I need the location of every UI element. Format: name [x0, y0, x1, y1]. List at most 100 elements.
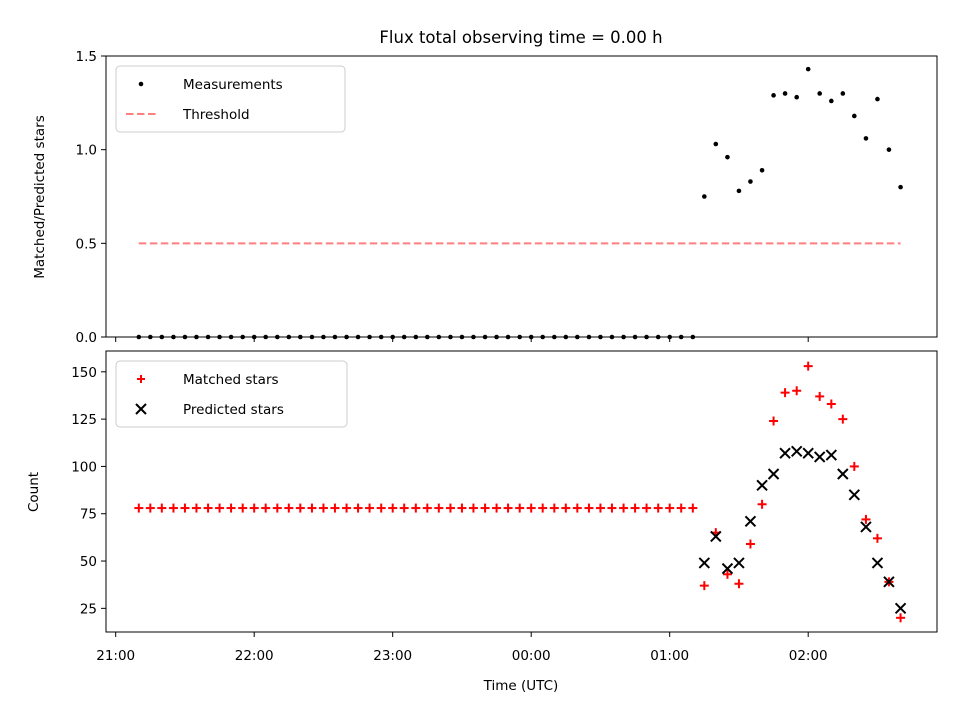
predicted-star-point — [837, 468, 849, 480]
count-panel: 25 50 75 100 125 150 21:00 22:00 23:00 00:00 01:0… — [26, 350, 938, 694]
matched-star-point — [792, 386, 802, 396]
measurement-point — [840, 91, 846, 96]
count-x-ticks: 21:00 22:00 23:00 00:00 01:00 02:00 — [96, 632, 828, 664]
matched-star-point — [549, 503, 559, 513]
y-tick-label: 100 — [71, 459, 97, 475]
matched-star-point — [572, 503, 582, 513]
matched-star-point — [457, 503, 467, 513]
measurement-point — [782, 91, 788, 96]
matched-star-point — [872, 533, 882, 543]
matched-star-point — [815, 391, 825, 401]
matched-star-point — [215, 503, 225, 513]
matched-star-point — [838, 414, 848, 424]
matched-star-point — [445, 503, 455, 513]
count-y-axis-label: Count — [26, 472, 42, 512]
measurement-point — [725, 154, 730, 160]
x-tick-label: 01:00 — [650, 648, 689, 664]
matched-star-point — [376, 503, 386, 513]
predicted-star-point — [698, 557, 711, 569]
measurement-point — [748, 179, 753, 184]
y-tick-label: 150 — [71, 365, 97, 381]
x-tick-label: 23:00 — [373, 648, 412, 664]
matched-star-point — [353, 503, 363, 513]
count-legend: Matched stars Predicted stars — [115, 360, 348, 428]
predicted-star-point — [825, 449, 838, 461]
matched-star-point — [284, 503, 294, 513]
matched-star-point — [653, 503, 663, 513]
measurement-point — [829, 98, 834, 104]
predicted-star-point — [860, 521, 872, 533]
matched-star-point — [180, 503, 190, 513]
measurement-point — [713, 141, 719, 147]
predicted-star-point — [744, 515, 757, 528]
matched-star-point — [249, 503, 259, 513]
x-tick-label: 21:00 — [96, 648, 135, 664]
matched-star-point — [515, 503, 525, 513]
matched-star-point — [434, 503, 444, 513]
legend-predicted-marker — [135, 403, 147, 415]
measurement-point — [898, 184, 903, 190]
measurement-point — [759, 167, 765, 173]
legend-measurements-label: Measurements — [183, 77, 283, 93]
ratio-y-axis-label: Matched/Predicted stars — [32, 115, 48, 278]
y-tick-label: 125 — [71, 412, 97, 428]
matched-star-point — [134, 503, 144, 513]
y-tick-label: 75 — [80, 507, 97, 523]
predicted-star-point — [721, 562, 734, 575]
matched-star-point — [203, 503, 213, 513]
measurement-point — [817, 91, 822, 96]
y-tick-label: 25 — [80, 601, 97, 617]
measurement-point — [794, 94, 799, 100]
matched-star-point — [607, 503, 617, 513]
legend-matched-marker — [137, 375, 145, 383]
x-tick-label: 22:00 — [235, 648, 274, 664]
legend-threshold-label: Threshold — [182, 107, 250, 123]
predicted-star-point — [848, 489, 861, 501]
matched-star-point — [561, 503, 571, 513]
measurement-point — [805, 66, 811, 72]
matched-star-point — [272, 503, 282, 513]
ratio-axes-frame — [105, 55, 938, 338]
x-tick-label: 00:00 — [512, 648, 551, 664]
y-tick-label: 1.0 — [76, 143, 97, 159]
matched-star-point — [722, 569, 732, 579]
matched-star-point — [861, 514, 871, 524]
matched-star-point — [526, 503, 536, 513]
predicted-star-point — [883, 576, 895, 588]
matched-star-point — [480, 503, 490, 513]
matched-star-point — [145, 503, 155, 513]
predicted-star-point — [894, 602, 907, 615]
measurement-point — [771, 93, 776, 98]
matched-star-point — [261, 503, 271, 513]
measurement-point — [875, 96, 880, 102]
measurement-point — [852, 113, 857, 119]
matched-star-point — [411, 503, 421, 513]
matched-star-point — [492, 503, 502, 513]
count-axes-frame — [105, 350, 938, 633]
matched-star-point — [676, 503, 686, 513]
matched-star-point — [330, 503, 340, 513]
matched-star-point — [595, 503, 605, 513]
x-axis-label: Time (UTC) — [483, 678, 559, 694]
matched-star-point — [538, 503, 548, 513]
count-y-ticks: 25 50 75 100 125 150 — [71, 365, 106, 617]
legend-matched-label: Matched stars — [183, 372, 279, 388]
matched-star-point — [780, 388, 790, 398]
predicted-star-point — [813, 451, 826, 463]
y-tick-label: 50 — [80, 554, 97, 570]
ratio-legend-box — [115, 65, 346, 133]
matched-star-point — [468, 503, 478, 513]
predicted-star-point — [710, 530, 722, 543]
ratio-x-ticks — [115, 337, 809, 342]
matched-star-point — [307, 503, 317, 513]
matched-star-point — [642, 503, 652, 513]
matched-star-point — [226, 503, 236, 513]
count-plot-content — [134, 361, 907, 623]
matched-star-point — [191, 503, 201, 513]
measurement-point — [863, 136, 869, 141]
predicted-star-point — [802, 447, 814, 459]
matched-star-point — [688, 503, 698, 513]
predicted-star-point — [756, 479, 768, 492]
matched-star-point — [342, 503, 352, 513]
